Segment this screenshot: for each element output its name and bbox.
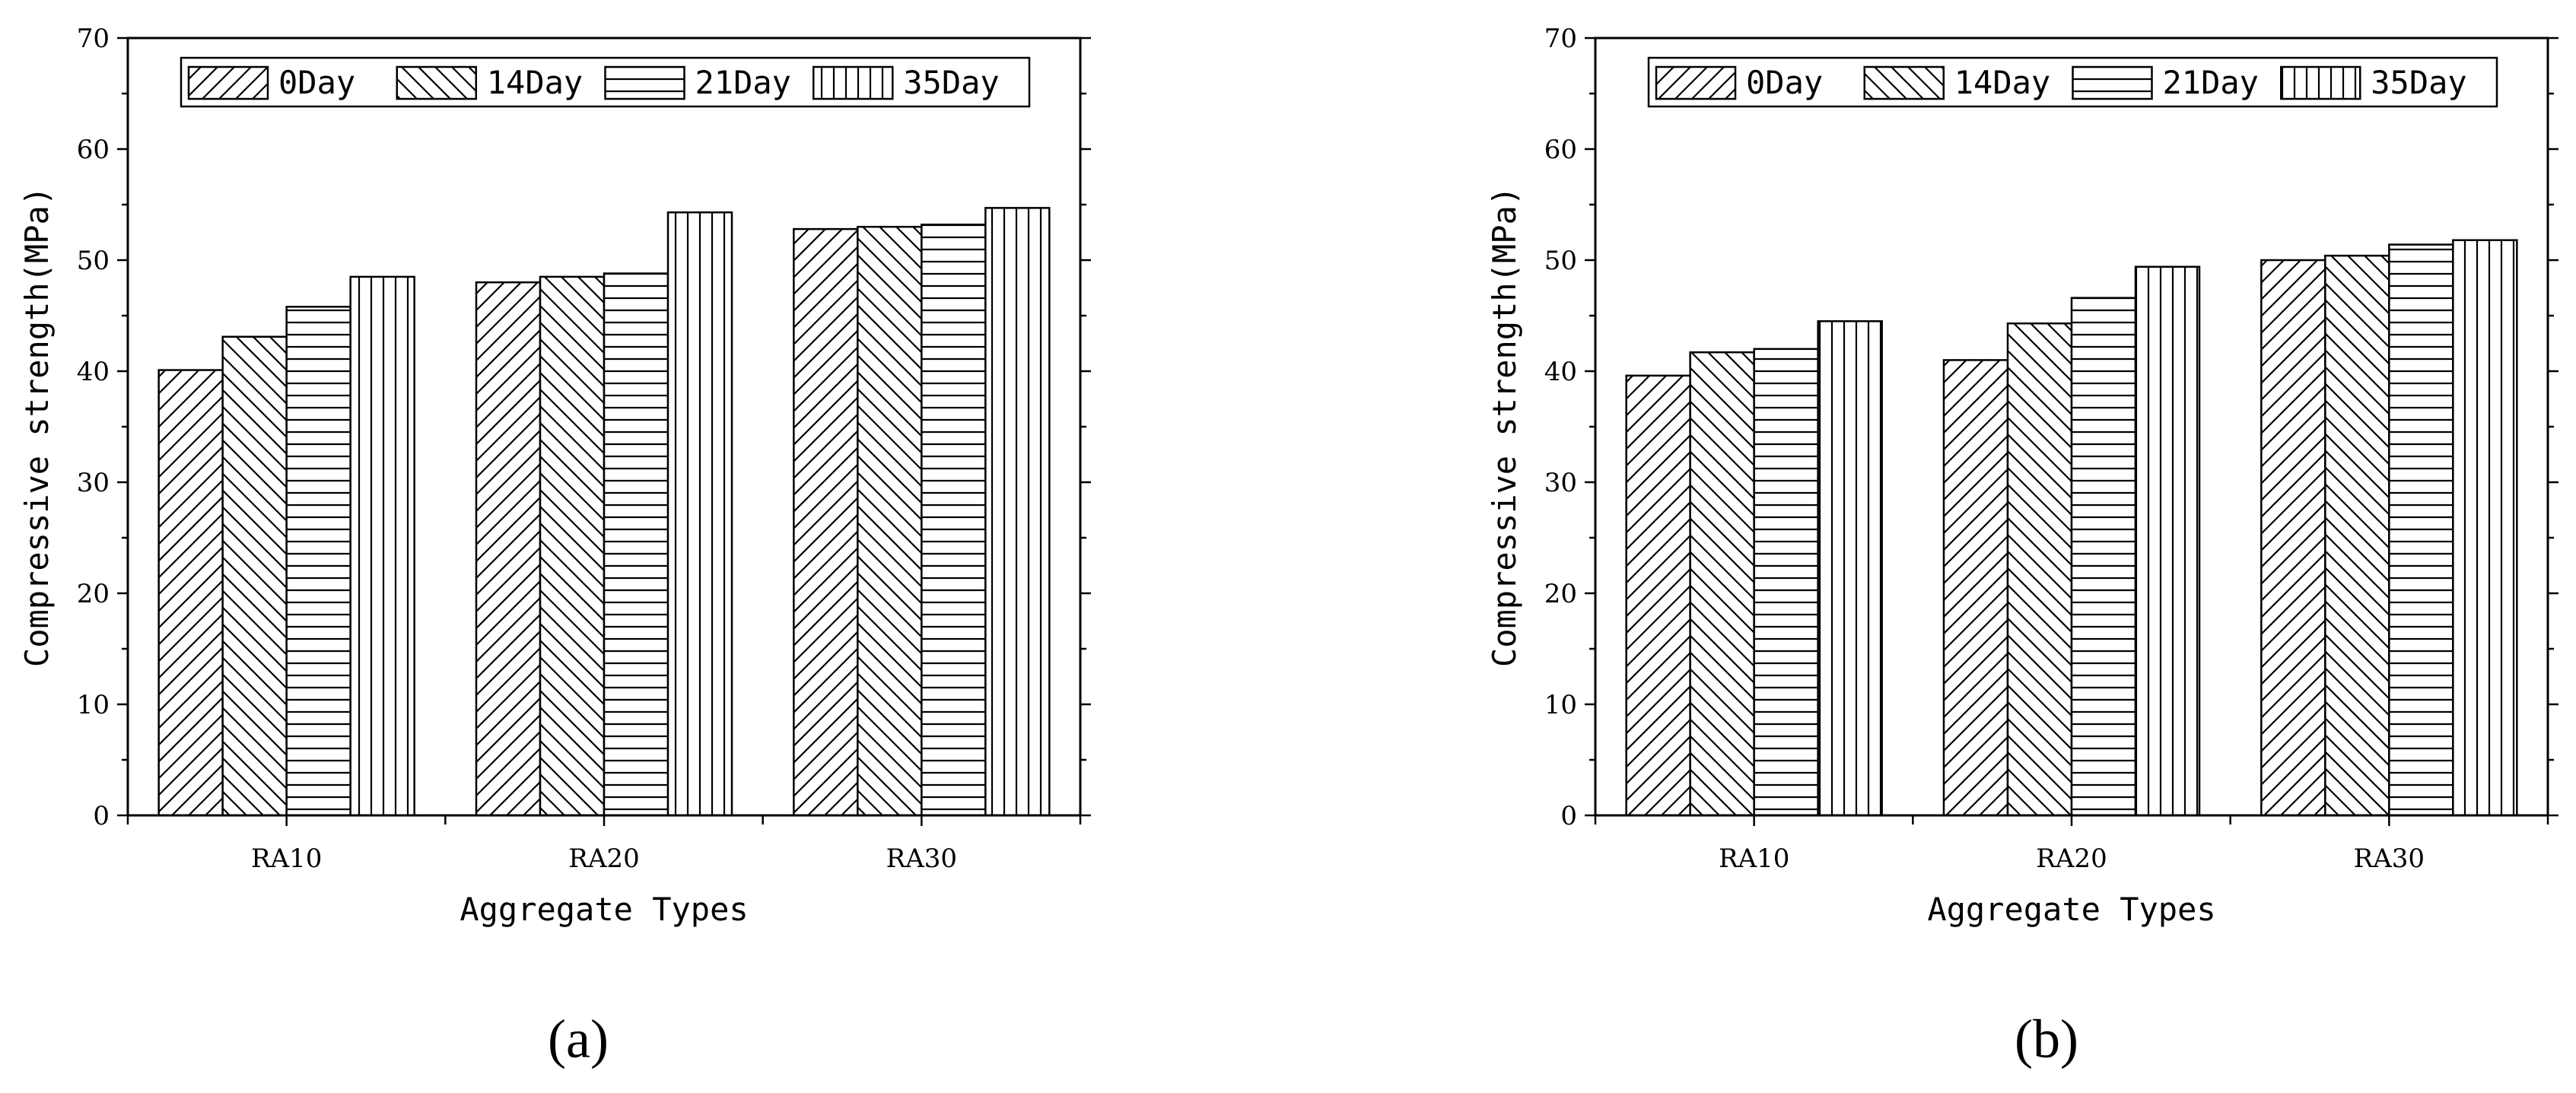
legend-swatch-21day: [604, 65, 685, 100]
y-tick-label: 50: [77, 246, 110, 276]
bar-0day-ra30: [2260, 259, 2326, 817]
bar-21day-ra20: [2070, 297, 2137, 817]
bar-0day-ra20: [475, 281, 542, 817]
bar-35day-ra20: [2134, 265, 2201, 817]
y-tick-label: 20: [77, 579, 110, 609]
legend-label-14day: 14Day: [1954, 64, 2050, 101]
x-tick-label: RA20: [568, 844, 639, 874]
bar-35day-ra30: [2452, 239, 2518, 817]
y-axis-title: Compressive strength(MPa): [18, 186, 56, 667]
x-tick-label: RA10: [1719, 844, 1789, 874]
x-axis-title: Aggregate Types: [460, 891, 748, 928]
bar-14day-ra20: [2006, 322, 2073, 817]
legend-swatch-14day: [396, 65, 477, 100]
bar-35day-ra20: [666, 211, 733, 817]
y-tick-label: 0: [93, 801, 110, 831]
legend-swatch-35day: [2280, 65, 2361, 100]
chart-panel-b: 0 10 20 30 40 50 60 70 RA10 RA20 RA30 Aggregate Typ…: [1486, 24, 2559, 928]
legend-swatch-35day: [813, 65, 894, 100]
y-tick-label: 40: [77, 357, 110, 387]
legend-label-14day: 14Day: [487, 64, 583, 101]
legend-label-35day: 35Day: [903, 64, 999, 101]
y-tick-label: 20: [1544, 579, 1577, 609]
y-tick-label: 10: [1544, 690, 1577, 720]
bar-21day-ra10: [1753, 348, 1819, 817]
legend: 0Day 14Day 21Day 35Day: [180, 56, 1031, 108]
x-axis-title: Aggregate Types: [1927, 891, 2215, 928]
panel-label-b: (b): [2015, 1009, 2078, 1069]
bar-0day-ra20: [1942, 359, 2009, 817]
x-tick-label: RA30: [2354, 844, 2425, 874]
y-tick-label: 10: [77, 690, 110, 720]
legend-label-35day: 35Day: [2371, 64, 2466, 101]
bar-35day-ra10: [1817, 320, 1883, 817]
bar-14day-ra30: [857, 225, 923, 817]
bar-14day-ra10: [1689, 351, 1755, 817]
bar-14day-ra20: [539, 275, 606, 817]
bar-21day-ra30: [921, 224, 987, 817]
x-tick-label: RA20: [2036, 844, 2107, 874]
y-tick-label: 40: [1544, 357, 1577, 387]
y-tick-label: 0: [1560, 801, 1577, 831]
bar-35day-ra10: [349, 275, 415, 817]
legend: 0Day 14Day 21Day 35Day: [1647, 56, 2498, 108]
bar-35day-ra30: [984, 207, 1051, 817]
panel-label-a: (a): [548, 1009, 609, 1069]
y-tick-label: 60: [77, 135, 110, 165]
bar-0day-ra10: [1625, 374, 1691, 817]
y-tick-label: 70: [77, 24, 110, 54]
legend-swatch-0day: [187, 65, 269, 100]
bar-21day-ra30: [2388, 243, 2454, 817]
legend-label-21day: 21Day: [695, 64, 791, 101]
legend-swatch-0day: [1655, 65, 1737, 100]
y-tick-label: 70: [1544, 24, 1577, 54]
legend-label-21day: 21Day: [2163, 64, 2259, 101]
bar-0day-ra30: [793, 227, 859, 817]
legend-swatch-14day: [1863, 65, 1945, 100]
x-tick-label: RA30: [886, 844, 957, 874]
bar-21day-ra10: [285, 306, 351, 817]
bar-21day-ra20: [603, 272, 669, 817]
legend-swatch-21day: [2072, 65, 2153, 100]
y-tick-label: 50: [1544, 246, 1577, 276]
y-tick-label: 30: [77, 468, 110, 498]
legend-label-0day: 0Day: [278, 64, 355, 101]
y-tick-label: 30: [1544, 468, 1577, 498]
legend-label-0day: 0Day: [1746, 64, 1823, 101]
y-axis-title: Compressive strength(MPa): [1486, 186, 1523, 667]
x-tick-label: RA10: [251, 844, 322, 874]
y-tick-label: 60: [1544, 135, 1577, 165]
bar-0day-ra10: [157, 369, 224, 817]
bar-14day-ra10: [221, 335, 288, 817]
bar-14day-ra30: [2324, 254, 2390, 817]
chart-panel-a: 0 10 20 30 40 50 60 70 RA10 RA20 RA30 Aggregate Typ…: [18, 24, 1091, 928]
